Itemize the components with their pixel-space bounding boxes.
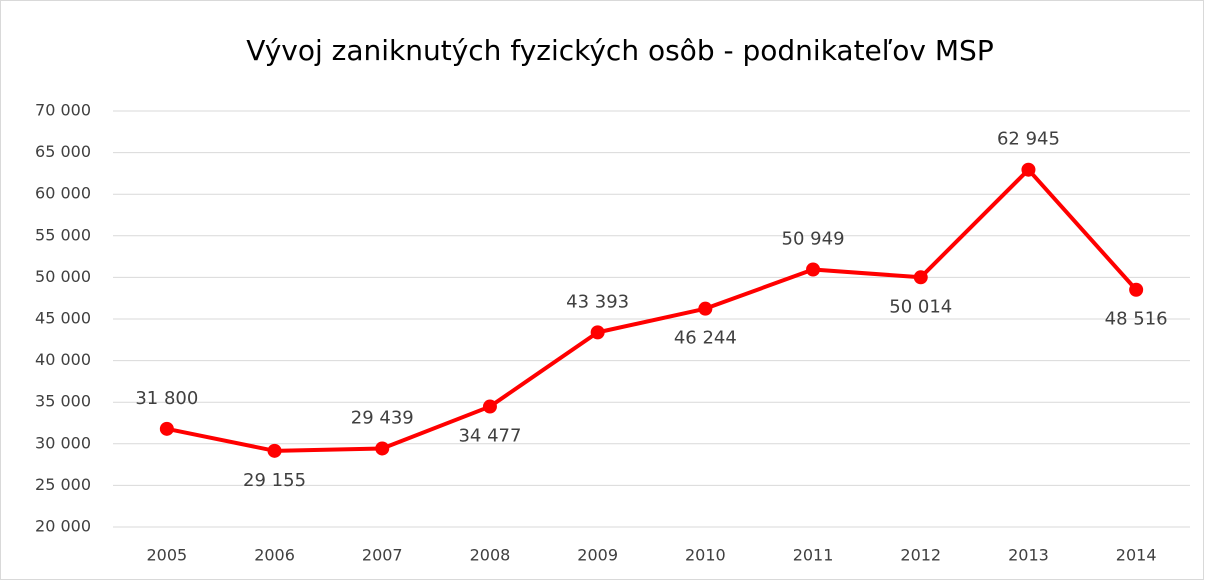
x-tick-label: 2011 xyxy=(793,546,834,565)
data-label: 50 949 xyxy=(782,229,845,250)
line xyxy=(166,167,1138,453)
y-tick-label: 55 000 xyxy=(35,225,91,244)
data-label: 48 516 xyxy=(1105,309,1168,330)
y-tick-label: 20 000 xyxy=(35,517,91,536)
data-label: 29 155 xyxy=(243,470,306,491)
y-tick-label: 40 000 xyxy=(35,350,91,369)
data-label: 31 800 xyxy=(135,388,198,409)
point xyxy=(913,270,928,285)
y-tick-label: 35 000 xyxy=(35,392,91,411)
x-tick-label: 2005 xyxy=(146,546,187,565)
point xyxy=(1021,162,1036,177)
data-label: 43 393 xyxy=(566,291,629,312)
data-label: 29 439 xyxy=(351,407,414,428)
y-tick-label: 70 000 xyxy=(35,101,91,120)
x-tick-label: 2007 xyxy=(362,546,403,565)
point xyxy=(806,262,821,277)
point xyxy=(267,443,282,458)
point xyxy=(590,325,605,340)
x-tick-label: 2009 xyxy=(577,546,618,565)
point xyxy=(1129,282,1144,297)
x-tick-label: 2010 xyxy=(685,546,726,565)
y-tick-label: 30 000 xyxy=(35,433,91,452)
data-label: 46 244 xyxy=(674,328,737,349)
y-tick-label: 60 000 xyxy=(35,184,91,203)
y-tick-label: 50 000 xyxy=(35,267,91,286)
data-label: 50 014 xyxy=(889,296,952,317)
x-tick-label: 2008 xyxy=(470,546,511,565)
data-label: 62 945 xyxy=(997,129,1060,150)
x-tick-label: 2014 xyxy=(1116,546,1157,565)
x-tick-label: 2012 xyxy=(900,546,941,565)
point xyxy=(159,421,174,436)
x-tick-label: 2006 xyxy=(254,546,295,565)
chart-title: Vývoj zaniknutých fyzických osôb - podni… xyxy=(246,34,993,67)
point xyxy=(698,301,713,316)
y-tick-label: 45 000 xyxy=(35,309,91,328)
data-label: 34 477 xyxy=(458,426,521,447)
x-tick-label: 2013 xyxy=(1008,546,1049,565)
point xyxy=(375,441,390,456)
point xyxy=(482,399,497,414)
y-tick-label: 65 000 xyxy=(35,142,91,161)
y-tick-label: 25 000 xyxy=(35,475,91,494)
